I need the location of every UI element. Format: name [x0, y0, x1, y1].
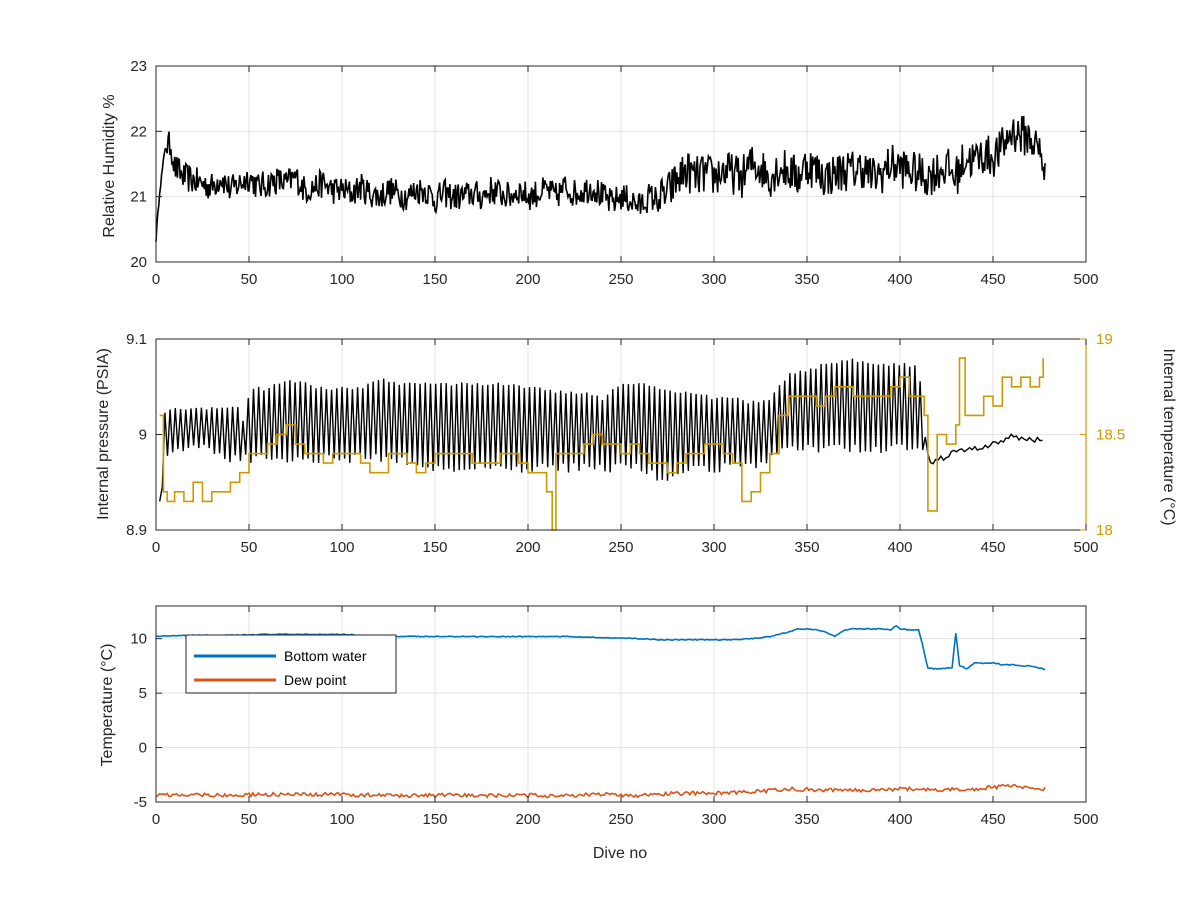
panel1-y-axis-label: Relative Humidity %: [101, 94, 118, 237]
x-tick-label: 450: [980, 539, 1005, 556]
x-tick-label: 0: [152, 811, 160, 828]
y-tick-label: 21: [130, 189, 147, 206]
x-tick-label: 400: [887, 539, 912, 556]
x-tick-label: 350: [794, 271, 819, 288]
x-tick-label: 50: [241, 271, 258, 288]
y2-tick-label: 18.5: [1096, 427, 1125, 444]
x-tick-label: 450: [980, 271, 1005, 288]
y-tick-label: 8.9: [126, 522, 147, 539]
panel2-left-y-axis-label: Internal pressure (PSIA): [95, 348, 112, 520]
x-tick-label: 150: [422, 271, 447, 288]
x-tick-label: 400: [887, 271, 912, 288]
pressure-line: [159, 358, 1043, 502]
x-tick-label: 200: [515, 271, 540, 288]
y-tick-label: 9.1: [126, 331, 147, 348]
humidity-line: [155, 115, 1046, 242]
panel3: 0 50 100 150 200 250 300 350 400 450 500 -5 0 5 10 Bott…: [130, 605, 1099, 828]
x-tick-label: 300: [701, 539, 726, 556]
y-tick-label: 9: [139, 427, 147, 444]
x-tick-label: 250: [608, 811, 633, 828]
x-tick-label: 150: [422, 811, 447, 828]
y-tick-label: 5: [139, 685, 147, 702]
y-tick-label: 23: [130, 58, 147, 75]
y-tick-label: 0: [139, 740, 147, 757]
y-tick-label: 20: [130, 254, 147, 271]
x-tick-label: 200: [515, 811, 540, 828]
x-tick-label: 100: [329, 271, 354, 288]
x-tick-label: 250: [608, 539, 633, 556]
legend: Bottom water Dew point: [185, 634, 397, 694]
y-tick-label: 10: [130, 631, 147, 648]
bottom-water-line: [155, 624, 1046, 671]
dew-point-line: [155, 783, 1046, 799]
panel2: 0 50 100 150 200 250 300 350 400 450 500 8.9 9 9.1 18 1…: [126, 331, 1125, 556]
internal-temperature-line: [159, 357, 1044, 531]
x-tick-label: 450: [980, 811, 1005, 828]
x-tick-label: 350: [794, 811, 819, 828]
x-tick-label: 400: [887, 811, 912, 828]
x-tick-label: 0: [152, 539, 160, 556]
x-tick-label: 300: [701, 811, 726, 828]
x-tick-label: 500: [1073, 271, 1098, 288]
y-tick-label: -5: [134, 794, 147, 811]
legend-box: [185, 634, 397, 694]
x-tick-label: 100: [329, 539, 354, 556]
x-tick-label: 250: [608, 271, 633, 288]
x-tick-label: 200: [515, 539, 540, 556]
panel3-x-axis-label: Dive no: [593, 845, 647, 862]
x-tick-label: 500: [1073, 539, 1098, 556]
panel2-right-y-axis-label: Internal temperature (°C): [1160, 348, 1177, 525]
x-tick-label: 500: [1073, 811, 1098, 828]
panel3-y-axis-label: Temperature (°C): [99, 644, 116, 767]
x-tick-label: 150: [422, 539, 447, 556]
x-tick-label: 300: [701, 271, 726, 288]
panel1: 0 50 100 150 200 250 300 350 400 450 500 20 21 22 23: [130, 58, 1098, 288]
x-tick-label: 0: [152, 271, 160, 288]
y2-tick-label: 19: [1096, 331, 1113, 348]
legend-label: Bottom water: [284, 648, 367, 664]
x-tick-label: 50: [241, 539, 258, 556]
legend-label: Dew point: [284, 672, 346, 688]
y2-tick-label: 18: [1096, 522, 1113, 539]
x-tick-label: 350: [794, 539, 819, 556]
y-tick-label: 22: [130, 123, 147, 140]
x-tick-label: 100: [329, 811, 354, 828]
x-tick-label: 50: [241, 811, 258, 828]
